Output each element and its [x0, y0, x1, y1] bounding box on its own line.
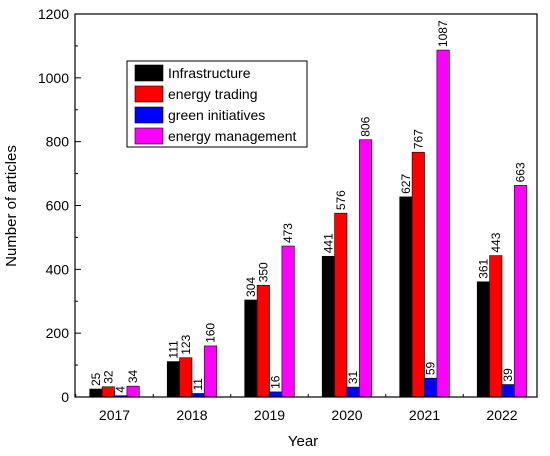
- x-tick-label-2021: 2021: [409, 407, 440, 423]
- data-label-energy-trading-2020: 576: [334, 190, 348, 210]
- x-tick-label-2017: 2017: [99, 407, 130, 423]
- data-label-energy-trading-2021: 767: [411, 129, 425, 149]
- data-label-energy-management-2017: 34: [126, 369, 140, 383]
- bar-green-initiatives-2022: [501, 384, 515, 398]
- y-tick-label: 200: [46, 325, 70, 341]
- data-label-energy-management-2022: 663: [514, 162, 528, 182]
- bar-infrastructure-2022: [476, 281, 490, 398]
- data-label-energy-management-2019: 473: [281, 223, 295, 243]
- bar-energy-management-2022: [514, 185, 528, 398]
- data-label-energy-trading-2018: 123: [179, 334, 193, 354]
- bar-green-initiatives-2019: [269, 391, 283, 398]
- data-label-green-initiatives-2017: 4: [114, 386, 128, 393]
- data-label-infrastructure-2017: 25: [89, 372, 103, 386]
- data-label-infrastructure-2022: 361: [476, 258, 490, 278]
- bar-energy-management-2019: [281, 245, 295, 398]
- legend-swatch-infrastructure: [134, 64, 164, 82]
- y-tick-label: 600: [46, 198, 70, 214]
- bar-energy-trading-2021: [411, 151, 425, 398]
- bar-energy-trading-2022: [489, 255, 503, 398]
- bar-infrastructure-2017: [89, 388, 103, 398]
- bar-infrastructure-2020: [321, 255, 335, 398]
- x-tick-label-2018: 2018: [176, 407, 207, 423]
- x-axis-title: Year: [288, 433, 318, 450]
- data-label-green-initiatives-2021: 59: [424, 361, 438, 375]
- data-label-green-initiatives-2022: 39: [501, 368, 515, 382]
- legend-swatch-energy-management: [134, 127, 164, 145]
- legend-label-energy-management: energy management: [168, 128, 297, 144]
- bar-energy-management-2020: [359, 139, 373, 398]
- bar-energy-trading-2018: [179, 357, 193, 398]
- legend-label-green-initiatives: green initiatives: [168, 107, 265, 123]
- data-label-infrastructure-2018: 111: [166, 340, 180, 359]
- data-label-energy-management-2021: 1087: [436, 20, 450, 47]
- bar-energy-management-2018: [204, 345, 218, 398]
- axes-layer: 0 200 400 600 800 1000 1200 2017 2018 2019 2020 202…: [38, 6, 538, 423]
- bar-infrastructure-2021: [399, 196, 413, 398]
- data-label-energy-trading-2022: 443: [489, 232, 503, 252]
- data-label-infrastructure-2020: 441: [321, 233, 335, 253]
- bar-energy-management-2021: [436, 49, 450, 398]
- y-tick-label: 800: [46, 134, 70, 150]
- legend-swatch-green-initiatives: [134, 106, 164, 124]
- data-label-energy-trading-2019: 350: [256, 262, 270, 282]
- legend-label-infrastructure: Infrastructure: [168, 65, 251, 81]
- data-label-green-initiatives-2020: 31: [346, 370, 360, 384]
- x-tick-label-2020: 2020: [331, 407, 362, 423]
- bar-energy-management-2017: [126, 385, 140, 398]
- data-label-infrastructure-2021: 627: [399, 174, 413, 194]
- y-tick-label: 400: [46, 261, 70, 277]
- data-label-energy-trading-2017: 32: [101, 370, 115, 384]
- data-label-infrastructure-2019: 304: [244, 277, 258, 297]
- bars-layer: [89, 49, 528, 398]
- legend: Infrastructure energy trading green initia…: [126, 60, 308, 148]
- data-label-green-initiatives-2018: 11: [191, 378, 205, 391]
- y-tick-label: 1200: [38, 6, 69, 22]
- x-tick-label-2019: 2019: [254, 407, 285, 423]
- data-label-green-initiatives-2019: 16: [269, 375, 283, 389]
- bar-energy-trading-2019: [256, 284, 270, 398]
- data-label-energy-management-2020: 806: [359, 116, 373, 136]
- bar-energy-trading-2020: [334, 212, 348, 398]
- y-axis-title: Number of articles: [3, 145, 20, 267]
- bar-energy-trading-2017: [101, 386, 115, 398]
- bar-infrastructure-2019: [244, 299, 258, 398]
- y-tick-label: 1000: [38, 70, 69, 86]
- bar-green-initiatives-2021: [424, 377, 438, 398]
- legend-label-energy-trading: energy trading: [168, 86, 258, 102]
- bar-green-initiatives-2020: [346, 386, 360, 398]
- bar-infrastructure-2018: [166, 361, 180, 398]
- x-tick-label-2022: 2022: [486, 407, 517, 423]
- legend-swatch-energy-trading: [134, 85, 164, 103]
- y-tick-label: 0: [61, 389, 69, 405]
- data-label-energy-management-2018: 160: [204, 323, 218, 343]
